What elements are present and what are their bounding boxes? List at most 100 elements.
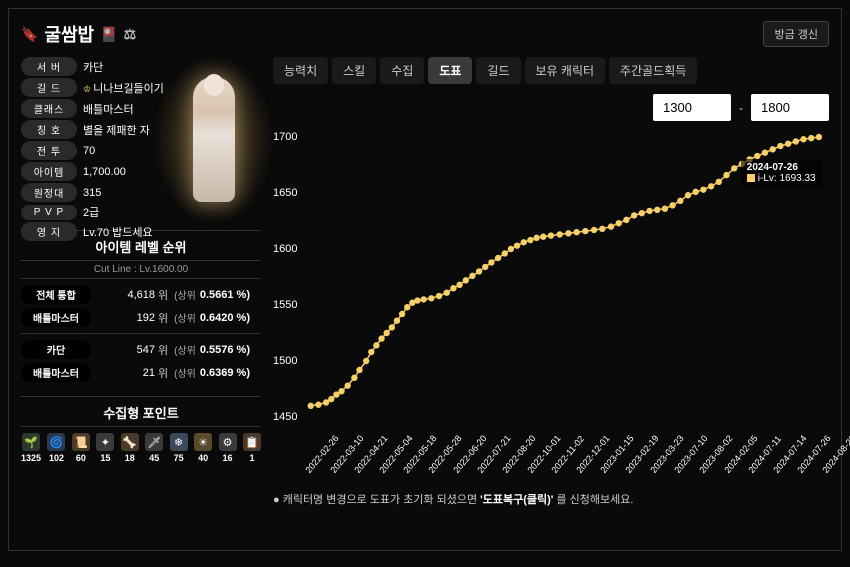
stat-label: 길 드 (21, 78, 77, 97)
chart-tooltip: 2024-07-26i-Lv: 1693.33 (741, 159, 822, 187)
stat-value: 별을 제패한 자 (83, 122, 150, 138)
collect-value: 1 (249, 453, 254, 463)
collect-item[interactable]: ❄ 75 (170, 433, 188, 463)
rank-pct-label: (상위 (174, 342, 196, 357)
collect-icon: 📋 (243, 433, 261, 451)
rank-number: 21 (99, 367, 155, 379)
collect-value: 16 (223, 453, 233, 463)
y-axis-label: 1600 (273, 243, 297, 255)
stat-value: 315 (83, 187, 101, 199)
profile-area: 서 버카단길 드♔니나브길들이기클래스배틀마스터칭 호별을 제패한 자전 투70… (21, 57, 261, 222)
collect-item[interactable]: 🗡 45 (145, 433, 163, 463)
y-axis-label: 1650 (273, 187, 297, 199)
rank-number: 192 (99, 312, 155, 324)
stat-value: 2급 (83, 204, 99, 220)
rank-number: 4,618 (99, 289, 155, 301)
stat-label: 전 투 (21, 141, 77, 160)
tab-보유 캐릭터[interactable]: 보유 캐릭터 (525, 57, 606, 84)
stat-value: 1,700.00 (83, 166, 126, 178)
rank-label: 카단 (21, 340, 91, 359)
rank-pct-label: (상위 (174, 365, 196, 380)
range-max-input[interactable] (751, 94, 829, 121)
y-axis-label: 1550 (273, 299, 297, 311)
rank-block: 전체 통합 4,618위 (상위 0.5661 %) 배틀마스터 192위 (상위 0.642… (21, 278, 261, 333)
rank-label: 배틀마스터 (21, 308, 91, 327)
rank-block: 카단547위(상위0.5576 %)배틀마스터21위(상위0.6369 %) (21, 333, 261, 388)
collect-item[interactable]: ✦ 15 (96, 433, 114, 463)
scale-icon[interactable]: ⚖ (124, 26, 137, 43)
collect-icon: 🗡 (145, 433, 163, 451)
chart-restore-link[interactable]: '도표복구(클릭)' (480, 494, 553, 506)
collect-item[interactable]: 🌱 1325 (21, 433, 41, 463)
bookmark-icon[interactable]: 🔖 (21, 26, 38, 43)
tab-길드[interactable]: 길드 (476, 57, 520, 84)
collect-title: 수집형 포인트 (21, 396, 261, 426)
stat-label: 칭 호 (21, 120, 77, 139)
collect-icon: ✦ (96, 433, 114, 451)
y-axis-label: 1500 (273, 355, 297, 367)
stat-value: 70 (83, 145, 95, 157)
tab-스킬[interactable]: 스킬 (332, 57, 376, 84)
character-portrait (151, 52, 276, 227)
collect-icon: 🌱 (22, 433, 40, 451)
stat-label: 영 지 (21, 222, 77, 241)
collect-value: 45 (149, 453, 159, 463)
character-name: 굴쌈밥 (44, 21, 94, 47)
collect-item[interactable]: 🌀 102 (47, 433, 65, 463)
rank-number: 547 (99, 344, 155, 356)
rank-suffix: 위 (158, 310, 168, 326)
stat-value: 카단 (83, 59, 103, 75)
tab-수집[interactable]: 수집 (380, 57, 424, 84)
stat-label: 클래스 (21, 99, 77, 118)
stat-label: 서 버 (21, 57, 77, 76)
rank-row: 배틀마스터 21위 (상위 0.6369 %) (21, 361, 261, 384)
y-axis-label: 1450 (273, 411, 297, 423)
collect-value: 60 (76, 453, 86, 463)
collect-icon: 🌀 (47, 433, 65, 451)
collect-icon: ☀ (194, 433, 212, 451)
collect-icon: ❄ (170, 433, 188, 451)
collect-value: 15 (100, 453, 110, 463)
footer-note: ● 캐릭터명 변경으로 도표가 초기화 되셨으면 '도표복구(클릭)' 를 신청… (273, 491, 829, 507)
rank-suffix: 위 (158, 342, 168, 358)
collect-item[interactable]: ⚙16 (219, 433, 237, 463)
rank-suffix: 위 (158, 365, 168, 381)
tab-도표[interactable]: 도표 (428, 57, 472, 84)
collect-item[interactable]: ☀40 (194, 433, 212, 463)
collect-value: 102 (49, 453, 64, 463)
rank-pct: 0.6369 %) (200, 367, 250, 379)
tab-주간골드획득[interactable]: 주간골드획득 (609, 57, 697, 84)
stat-value: 배틀마스터 (83, 101, 134, 117)
collect-item[interactable]: 📋1 (243, 433, 261, 463)
rank-pct: 0.5661 %) (200, 289, 250, 301)
y-axis-label: 1700 (273, 131, 297, 143)
rank-pct-label: (상위 (174, 287, 196, 302)
rank-row: 카단547위(상위0.5576 %) (21, 338, 261, 361)
tab-능력치[interactable]: 능력치 (273, 57, 328, 84)
stat-label: 아이템 (21, 162, 77, 181)
rank-row: 배틀마스터 192위 (상위 0.6420 %) (21, 306, 261, 329)
collect-value: 75 (174, 453, 184, 463)
tab-bar: 능력치스킬수집도표길드보유 캐릭터주간골드획득 (273, 57, 829, 84)
card-icon[interactable]: 🎴 (100, 26, 117, 43)
page-header: 🔖 굴쌈밥 🎴 ⚖ 방금 갱신 (21, 21, 829, 47)
rank-label: 전체 통합 (21, 285, 91, 304)
range-separator: - (739, 101, 743, 115)
crown-icon: ♔ (83, 84, 91, 94)
rank-row: 전체 통합 4,618위 (상위 0.5661 %) (21, 283, 261, 306)
stat-value: Lv.70 밥드세요 (83, 224, 153, 240)
rank-pct: 0.6420 %) (200, 312, 250, 324)
rank-label: 배틀마스터 (21, 363, 91, 382)
collect-icon: 📜 (72, 433, 90, 451)
collect-item[interactable]: 🦴18 (121, 433, 139, 463)
collect-value: 1325 (21, 453, 41, 463)
stat-label: P V P (21, 205, 77, 220)
rank-pct-label: (상위 (174, 310, 196, 325)
stat-label: 원정대 (21, 183, 77, 202)
refresh-button[interactable]: 방금 갱신 (763, 21, 829, 47)
cutline-text: Cut Line : Lv.1600.00 (21, 260, 261, 278)
collect-item[interactable]: 📜 60 (72, 433, 90, 463)
range-min-input[interactable] (653, 94, 731, 121)
rank-suffix: 위 (158, 287, 168, 303)
collect-icon: 🦴 (121, 433, 139, 451)
